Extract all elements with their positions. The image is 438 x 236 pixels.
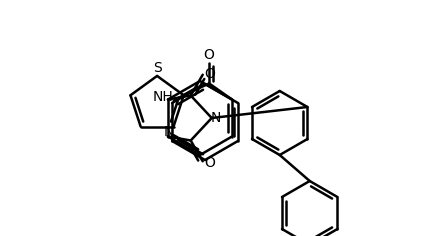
Text: N: N (211, 111, 221, 125)
Text: O: O (204, 67, 215, 81)
Text: O: O (204, 48, 215, 63)
Text: NH: NH (153, 90, 174, 104)
Text: N: N (163, 125, 174, 139)
Text: S: S (153, 61, 162, 75)
Text: O: O (204, 156, 215, 170)
